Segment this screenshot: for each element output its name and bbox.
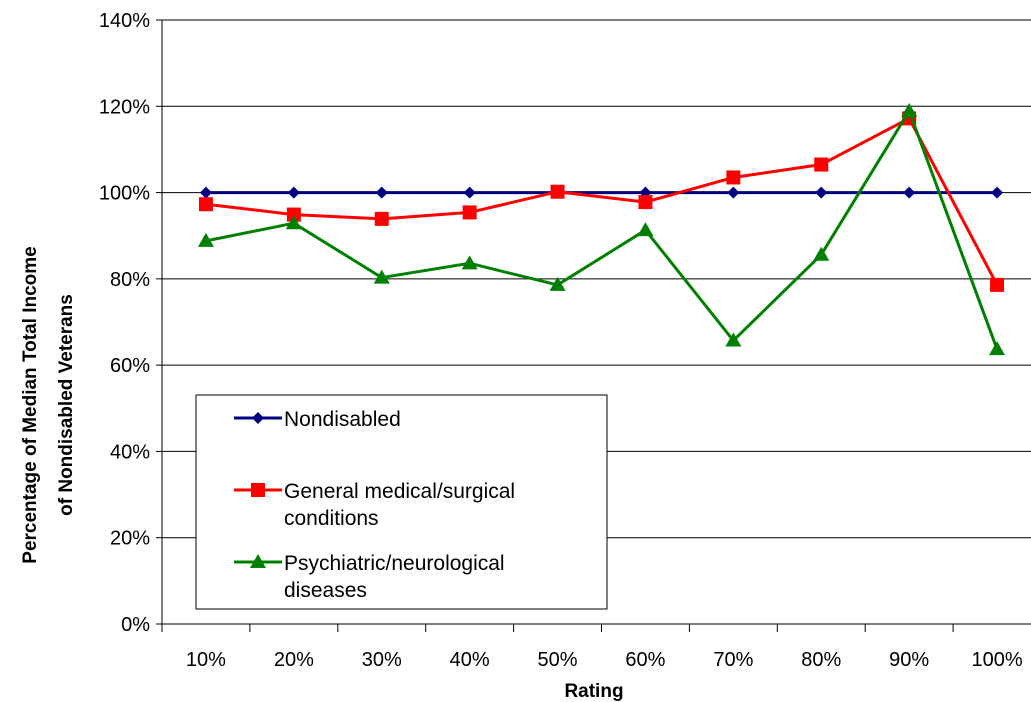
data-point xyxy=(551,185,565,199)
series xyxy=(198,103,1005,355)
legend-label: Nondisabled xyxy=(284,408,401,431)
legend-label: diseases xyxy=(284,579,367,602)
x-tick-label: 10% xyxy=(186,649,226,671)
data-point xyxy=(638,195,652,209)
x-tick-label: 90% xyxy=(889,649,929,671)
data-point xyxy=(903,187,915,199)
y-tick-label: 120% xyxy=(99,96,150,118)
legend: Nondisabled General medical/surgical condi… xyxy=(196,395,607,609)
y-tick-label: 100% xyxy=(99,183,150,205)
legend-label: conditions xyxy=(284,507,379,530)
x-tick-label: 50% xyxy=(538,649,578,671)
y-tick-label: 20% xyxy=(110,528,150,550)
x-tick-labels: 10% 20% 30% 40% 50% 60% 70% 80% 90% 100% xyxy=(186,649,1023,671)
data-point xyxy=(990,278,1004,292)
y-tick-label: 40% xyxy=(110,441,150,463)
y-axis-title: Percentage of Median Total Income of Non… xyxy=(20,246,77,563)
data-point xyxy=(814,158,828,172)
data-point xyxy=(901,103,917,117)
data-point xyxy=(726,170,740,184)
legend-label: Psychiatric/neurological xyxy=(284,552,505,575)
data-point xyxy=(200,187,212,199)
y-tick-label: 80% xyxy=(110,269,150,291)
y-axis-title-line-2: of Nondisabled Veterans xyxy=(56,294,77,516)
data-point xyxy=(462,255,478,269)
data-point xyxy=(815,187,827,199)
series-3 xyxy=(198,103,1005,355)
data-point xyxy=(464,187,476,199)
x-tick-label: 40% xyxy=(450,649,490,671)
y-tick-label: 0% xyxy=(121,614,150,636)
y-axis-title-line-1: Percentage of Median Total Income xyxy=(20,246,41,563)
data-point xyxy=(288,187,300,199)
data-point xyxy=(637,222,653,236)
legend-label: General medical/surgical xyxy=(284,480,515,503)
x-tick-label: 30% xyxy=(362,649,402,671)
data-point xyxy=(375,212,389,226)
x-tick-label: 70% xyxy=(713,649,753,671)
data-point xyxy=(989,341,1005,355)
x-tick-label: 80% xyxy=(801,649,841,671)
series-line xyxy=(206,111,997,349)
x-tick-label: 100% xyxy=(971,649,1022,671)
y-tick-label: 140% xyxy=(99,10,150,32)
data-point xyxy=(376,187,388,199)
data-point xyxy=(991,187,1003,199)
data-point xyxy=(727,187,739,199)
data-point xyxy=(813,247,829,261)
x-axis-title: Rating xyxy=(564,681,623,702)
series-line xyxy=(206,118,997,285)
y-tick-label: 60% xyxy=(110,355,150,377)
y-tick-labels: 0% 20% 40% 60% 80% 100% 120% 140% xyxy=(99,10,150,636)
x-tick-label: 20% xyxy=(274,649,314,671)
x-tick-label: 60% xyxy=(625,649,665,671)
series-2 xyxy=(199,111,1004,292)
legend-marker xyxy=(251,483,265,497)
data-point xyxy=(199,197,213,211)
data-point xyxy=(463,205,477,219)
